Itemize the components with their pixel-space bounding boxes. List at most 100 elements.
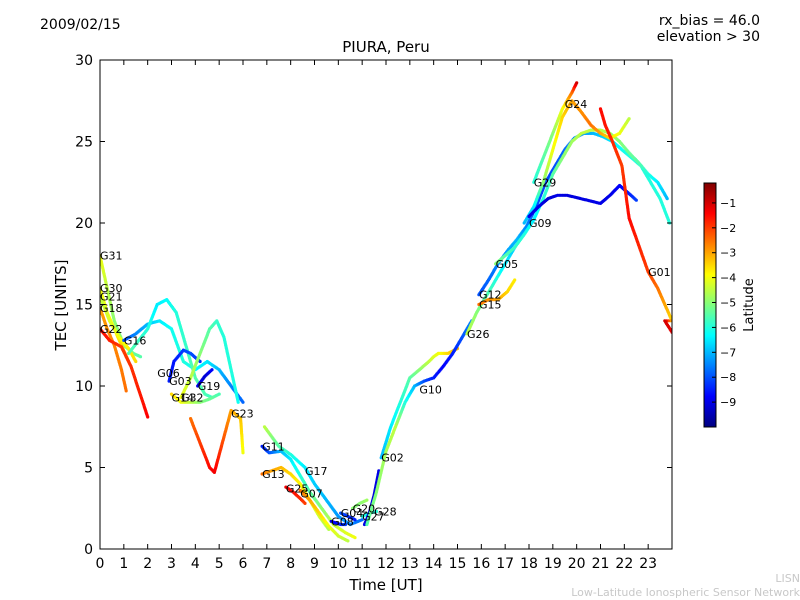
data-point: [146, 415, 150, 419]
data-point: [138, 355, 143, 359]
satellite-label: G07: [300, 488, 323, 501]
x-tick-label: 6: [239, 556, 248, 572]
data-point: [241, 400, 245, 404]
data-point: [303, 501, 307, 505]
x-tick-label: 17: [496, 556, 514, 572]
credit-long: Low-Latitude Ionospheric Sensor Network: [571, 586, 800, 599]
satellite-label: G31: [100, 250, 123, 263]
series-G29: [532, 81, 579, 184]
x-axis-label: Time [UT]: [348, 576, 422, 594]
x-tick-label: 13: [401, 556, 419, 572]
data-point: [241, 451, 245, 455]
x-tick-label: 7: [262, 556, 271, 572]
satellite-label: G04: [341, 507, 364, 520]
series-G20: [351, 498, 369, 510]
x-tick-label: 14: [425, 556, 443, 572]
data-point: [353, 518, 357, 522]
satellite-label: G30: [100, 282, 123, 295]
x-tick-label: 21: [592, 556, 610, 572]
x-axis: 0 1 2 3 4 5 6 7 8 9 10 11 12 13 14 15 16 17 18 19 20 21 22 23: [96, 60, 657, 572]
satellite-label: G29: [534, 176, 557, 189]
data-point: [134, 359, 138, 364]
y-tick-label: 30: [75, 53, 93, 69]
x-tick-label: 2: [143, 556, 152, 572]
receiver-info: rx_bias = 46.0 elevation > 30: [657, 13, 760, 45]
series-G19: [196, 368, 214, 388]
x-tick-label: 23: [639, 556, 657, 572]
x-tick-label: 20: [568, 556, 586, 572]
satellite-label: G19: [198, 380, 221, 393]
series-G15: [477, 278, 517, 307]
data-point: [236, 400, 240, 404]
satellite-label: G06: [157, 367, 180, 380]
data-point: [210, 368, 214, 372]
data-point: [343, 522, 348, 527]
series-G07: [298, 488, 350, 543]
data-point: [575, 81, 579, 85]
satellite-label: G08: [331, 515, 354, 528]
y-axis: 0 5 10 15 20 25 30: [75, 53, 672, 558]
satellite-label: G24: [565, 98, 588, 111]
x-tick-label: 15: [449, 556, 467, 572]
data-point: [627, 117, 631, 121]
x-tick-label: 3: [167, 556, 176, 572]
colorbar-tick-label: −6: [720, 321, 736, 334]
satellite-label: G21: [100, 290, 123, 303]
date-label: 2009/02/15: [40, 17, 121, 33]
data-point: [353, 536, 357, 540]
series-G04: [339, 511, 357, 522]
satellite-label: G23: [231, 408, 254, 421]
satellite-label: G11: [262, 440, 285, 453]
series-G26: [465, 245, 517, 336]
x-tick-label: 16: [472, 556, 490, 572]
series-G10: [365, 319, 474, 527]
x-tick-label: 1: [119, 556, 128, 572]
colorbar-label: Latitude: [742, 278, 757, 332]
satellite-label: G15: [479, 299, 502, 312]
x-tick-label: 5: [215, 556, 224, 572]
y-tick-label: 10: [75, 379, 93, 395]
data-point: [513, 278, 517, 282]
satellite-label: G02: [381, 452, 404, 465]
data-point: [217, 392, 221, 396]
data-point: [665, 197, 669, 201]
series-G25: [284, 485, 307, 505]
x-tick-label: 8: [286, 556, 295, 572]
satellite-label: G13: [262, 468, 285, 481]
series-G18: [100, 306, 128, 393]
satellite-label: G01: [648, 266, 671, 279]
x-tick-label: 11: [353, 556, 371, 572]
data-point: [360, 518, 364, 522]
data-point: [365, 498, 369, 502]
series-G21: [100, 294, 138, 364]
satellite-label: G18: [100, 302, 123, 315]
series-G31: [100, 254, 143, 359]
colorbar-tick-label: −2: [720, 222, 736, 235]
satellite-label: G28: [374, 506, 397, 519]
elevation-label: elevation > 30: [656, 29, 760, 45]
colorbar-tick-label: −1: [720, 197, 736, 210]
satellite-label: G03: [169, 375, 192, 388]
satellite-label: G10: [419, 383, 442, 396]
satellite-label: G25: [286, 483, 309, 496]
data-marks: [100, 81, 672, 543]
x-tick-label: 9: [310, 556, 319, 572]
data-point: [374, 509, 379, 514]
y-axis-label: TEC [UNITS]: [52, 260, 70, 352]
y-tick-label: 25: [75, 135, 93, 151]
series-G08: [329, 519, 348, 527]
data-point: [198, 359, 202, 364]
x-tick-label: 10: [329, 556, 347, 572]
satellite-label: G12: [479, 289, 502, 302]
series-G24: [522, 99, 631, 225]
series-G12: [477, 131, 672, 297]
x-tick-label: 18: [520, 556, 538, 572]
colorbar-tick-label: −4: [720, 272, 736, 285]
satellite-label: G14: [172, 391, 195, 404]
series-G22: [100, 327, 150, 419]
colorbar-tick-label: −5: [720, 297, 736, 310]
series-G05: [494, 128, 669, 266]
colorbar-tick-label: −3: [720, 247, 736, 260]
data-point: [124, 389, 128, 393]
